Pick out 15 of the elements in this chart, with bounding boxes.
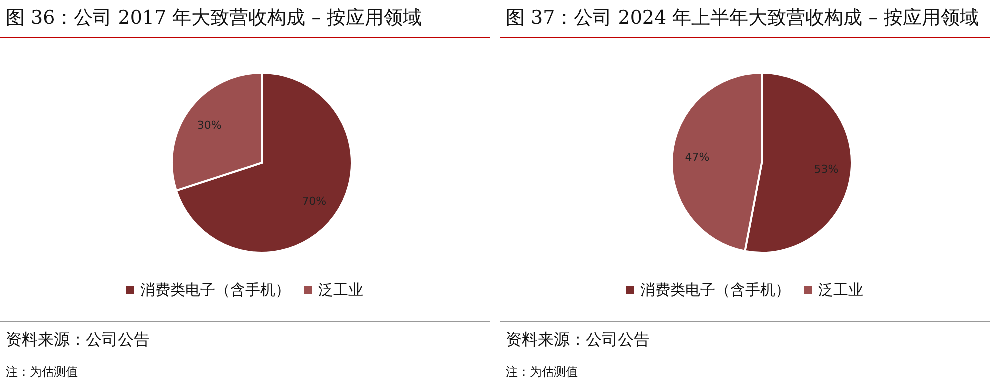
data-label: 53%	[814, 163, 839, 176]
text: 资料来源：公司公告	[506, 330, 650, 349]
data-label: 30%	[197, 118, 222, 132]
data-label: 47%	[685, 150, 710, 164]
text: 资料来源：公司公告	[6, 330, 150, 349]
legend-label: 消费类电子（含手机）	[140, 281, 290, 299]
pie-slice	[175, 72, 353, 254]
chart-title: 图 37：公司 2024 年上半年大致营收构成 – 按应用领域	[506, 7, 980, 29]
legend-label: 泛工业	[318, 281, 364, 299]
text: 注：为估测值	[506, 365, 578, 379]
legend-label: 泛工业	[818, 281, 864, 299]
legend-label: 消费类电子（含手机）	[640, 281, 790, 299]
chart-title: 图 36：公司 2017 年大致营收构成 – 按应用领域	[6, 7, 422, 29]
text: 注：为估测值	[6, 365, 78, 379]
data-label: 70%	[302, 195, 327, 208]
